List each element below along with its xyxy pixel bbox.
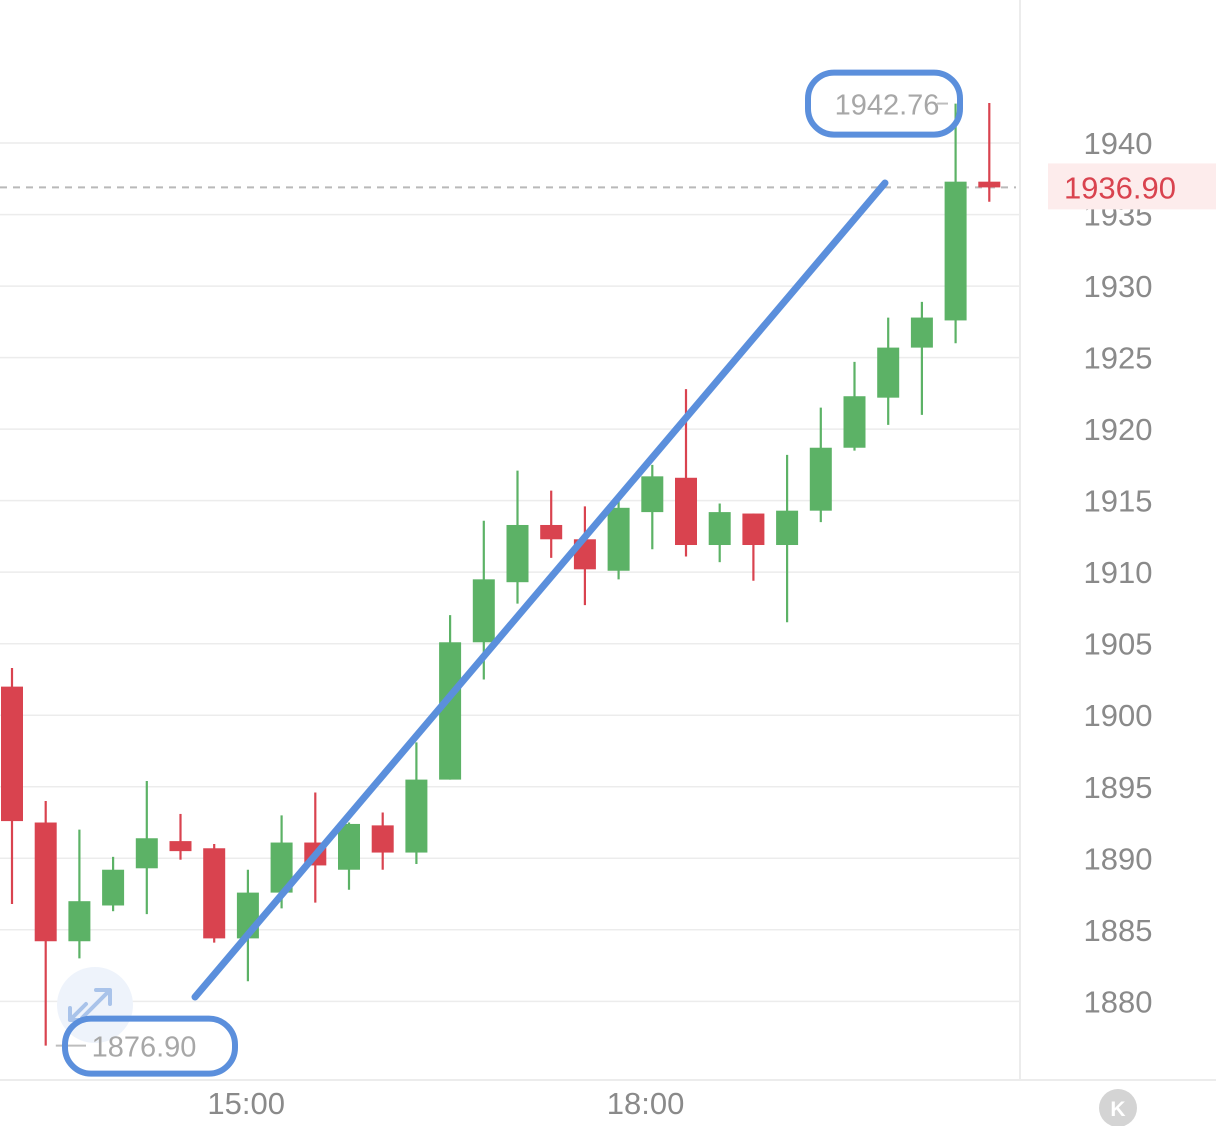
y-tick-label: 1880 [1084,984,1153,1019]
low-price-annotation-ring [62,1015,238,1077]
candle-body [135,838,158,869]
y-tick-label: 1885 [1084,913,1153,948]
low-price-label: 1876.90 [92,1032,197,1064]
candles [1,102,1001,1046]
candle-body [809,447,832,511]
candle-body [641,476,664,513]
low-price-marker: 1876.90 [55,1015,238,1077]
high-price-annotation-ring [805,69,963,138]
y-axis-ticks: 1880 1885 1890 1895 1900 1905 1910 1915 1920 1925… [1084,126,1153,1019]
candle-body [270,842,293,893]
candle-body [371,825,394,853]
y-tick-label: 1895 [1084,770,1153,805]
y-tick-label: 1900 [1084,698,1153,733]
candle-body [506,524,529,583]
candle-body [102,869,125,906]
candle-body [405,779,428,853]
kline-badge-glyph: K [1110,1098,1125,1121]
gridlines [0,142,1020,1003]
candle-body [169,841,192,852]
x-tick-label: 18:00 [607,1086,685,1121]
kline-badge-icon[interactable]: K [1099,1089,1137,1126]
candle-body [910,317,933,348]
candle-body [708,512,731,546]
candle-body [439,642,462,780]
candle-body [1,686,23,822]
x-axis-ticks: 15:00 18:00 [207,1086,684,1121]
y-tick-label: 1890 [1084,841,1153,876]
high-price-marker: 1942.76 [805,69,963,138]
candle-body [540,524,563,540]
y-tick-label: 1940 [1084,126,1153,161]
candle-body [472,579,495,643]
candle-body [675,477,697,546]
candle-body [944,181,967,321]
candle-body [742,513,765,546]
candle-body [843,396,866,448]
y-tick-label: 1910 [1084,555,1153,590]
x-tick-label: 15:00 [207,1086,285,1121]
candle-body [338,823,360,870]
candle-body [776,510,799,546]
y-tick-label: 1920 [1084,412,1153,447]
candle-body [68,901,91,942]
y-tick-label: 1925 [1084,341,1153,376]
current-price-label-bg [1048,163,1216,210]
y-tick-label: 1915 [1084,484,1153,519]
candle-body [607,507,630,571]
candle-body [877,347,900,398]
trend-annotation-line [191,179,889,1001]
candle-body [978,181,1001,188]
candle-body [34,822,57,942]
current-price-label: 1936.90 [1064,170,1176,205]
high-price-label: 1942.76 [835,90,940,122]
y-tick-label: 1930 [1084,269,1153,304]
y-tick-label: 1905 [1084,627,1153,662]
candle-body [203,848,226,939]
